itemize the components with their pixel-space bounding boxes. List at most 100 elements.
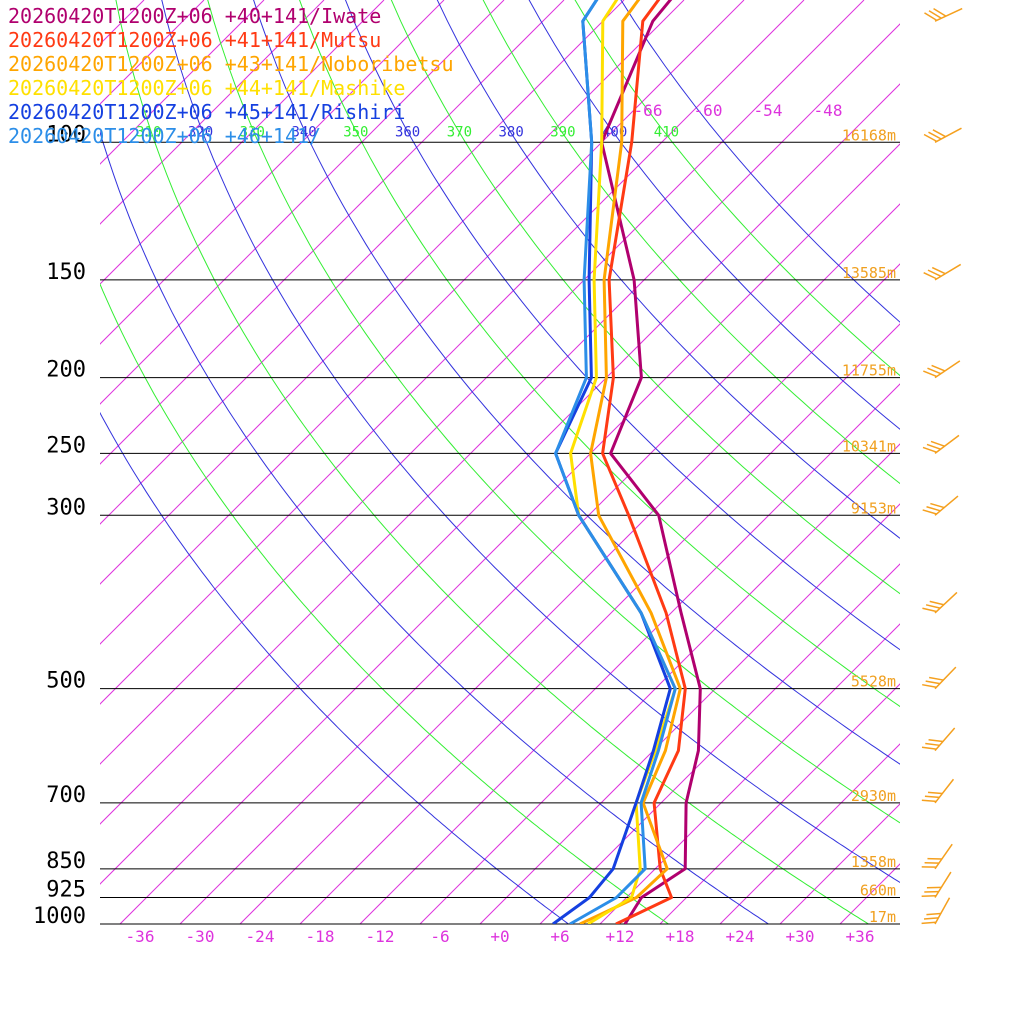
pressure-label: 1000 — [33, 904, 86, 929]
isotherm-line — [359, 383, 900, 924]
isotherm-line — [779, 803, 900, 924]
pressure-label: 700 — [46, 783, 86, 808]
theta-line — [482, 0, 900, 485]
wind-barb-feather — [925, 680, 940, 685]
legend: 20260420T1200Z+06 +40+141/Iwate 20260420T… — [8, 4, 454, 148]
theta-label: 370 — [447, 124, 472, 140]
pressure-label: 200 — [46, 358, 86, 383]
height-label: 17m — [869, 908, 896, 926]
temperature-tick-labels: -36 -30 -24 -18 -12 -6 +0 +6 +12 +18 +24 +30 +36 — [126, 927, 875, 946]
isotherm-line — [100, 0, 865, 765]
wind-barb — [923, 127, 962, 143]
theta-line — [100, 411, 570, 924]
temperature-tick-label: +36 — [846, 927, 875, 946]
wind-barb-feather — [930, 440, 945, 447]
wind-barb-feather — [927, 857, 942, 860]
wind-barb-feather — [928, 738, 943, 743]
isotherm-line — [719, 743, 900, 924]
wind-barb-staff — [934, 127, 962, 143]
height-label: 9153m — [851, 499, 896, 517]
wind-barb-staff — [934, 7, 963, 22]
wind-barb-staff — [934, 727, 956, 752]
isotherm-line — [479, 503, 900, 924]
theta-label: 380 — [498, 124, 523, 140]
wind-barb-feather — [922, 683, 937, 688]
wind-barb-feather — [925, 604, 941, 609]
wind-barb — [924, 7, 963, 22]
wind-barb-feather — [924, 12, 938, 21]
wind-barb-feather — [931, 266, 946, 275]
legend-entry: 20260420T1200Z+06 +45+141/Rishiri — [8, 100, 406, 124]
wind-barb — [923, 360, 961, 379]
theta-line — [436, 0, 900, 539]
temperature-tick-label: +24 — [726, 927, 755, 946]
legend-entry: 20260420T1200Z+06 +40+141/Iwate — [8, 4, 382, 28]
wind-barb-feather — [921, 866, 937, 868]
wind-barb-feather — [923, 370, 937, 378]
wind-barb-feather — [922, 607, 937, 613]
wind-barb-staff — [934, 871, 952, 898]
isotherm-line — [299, 323, 900, 924]
legend-entry: 20260420T1200Z+06 +44+141/Mashike — [8, 76, 406, 100]
theta-label: 410 — [654, 124, 679, 140]
wind-barb-feather — [926, 886, 942, 889]
wind-barb-staff — [934, 360, 961, 379]
wind-barb-feather — [923, 133, 938, 143]
isotherm-line — [659, 683, 900, 924]
legend-entry: 20260420T1200Z+06 +41+141/Mutsu — [8, 28, 382, 52]
wind-barb-feather — [929, 600, 944, 606]
profile-line — [579, 0, 682, 924]
wind-barb-feather — [921, 799, 937, 803]
wind-barb-feather — [922, 446, 937, 453]
wind-barb — [922, 434, 960, 454]
temperature-tick-label: -6 — [430, 927, 449, 946]
height-label: 11755m — [842, 362, 896, 380]
theta-line — [299, 0, 900, 708]
legend-entry: 20260420T1200Z+06 +46+141/ — [8, 124, 322, 148]
theta-label: 310 — [136, 124, 161, 140]
height-label: 660m — [860, 882, 896, 900]
wind-barb-feather — [921, 746, 937, 750]
pressure-label: 850 — [46, 849, 86, 874]
pressure-label: 500 — [46, 669, 86, 694]
pressure-label: 925 — [46, 878, 86, 903]
wind-barb-feather — [925, 742, 940, 747]
wind-barb-staff — [934, 263, 962, 281]
theta-line — [574, 0, 900, 377]
wind-barb-staff — [934, 897, 951, 925]
legend-entry: 20260420T1200Z+06 +43+141/Noboribetsu — [8, 52, 454, 76]
isotherm-top-label: -48 — [814, 101, 843, 120]
temperature-tick-label: +6 — [550, 927, 569, 946]
wind-barb-feather — [931, 364, 946, 372]
theta-label: 390 — [550, 124, 575, 140]
theta-line — [115, 0, 870, 924]
theta-line — [207, 0, 900, 824]
isotherm-line — [119, 143, 900, 924]
isotherm-line — [100, 83, 900, 885]
temperature-tick-label: -12 — [366, 927, 395, 946]
isotherm-line — [100, 0, 565, 465]
wind-barb-feather — [924, 795, 940, 799]
temperature-tick-label: +0 — [490, 927, 509, 946]
wind-barb-feather — [928, 131, 942, 140]
wind-barb-staff — [934, 434, 960, 454]
wind-barb-staff — [934, 778, 955, 804]
temperature-tick-label: -24 — [246, 927, 275, 946]
theta-line — [390, 0, 900, 595]
isotherm-line — [179, 203, 900, 924]
theta-label: 340 — [291, 124, 316, 140]
wind-barb-feather — [926, 443, 941, 450]
wind-barb-feather — [922, 509, 937, 515]
height-label: 10341m — [842, 437, 896, 455]
wind-barb — [921, 871, 952, 898]
wind-barb-feather — [924, 890, 939, 893]
pressure-label: 250 — [46, 433, 86, 458]
isotherm-line — [100, 0, 445, 345]
wind-barb-feather — [926, 912, 941, 916]
isotherm-top-label: -54 — [754, 101, 783, 120]
theta-line — [528, 0, 900, 430]
wind-barb — [923, 263, 962, 281]
height-label: 1358m — [851, 853, 896, 871]
height-label: 13585m — [842, 264, 896, 282]
